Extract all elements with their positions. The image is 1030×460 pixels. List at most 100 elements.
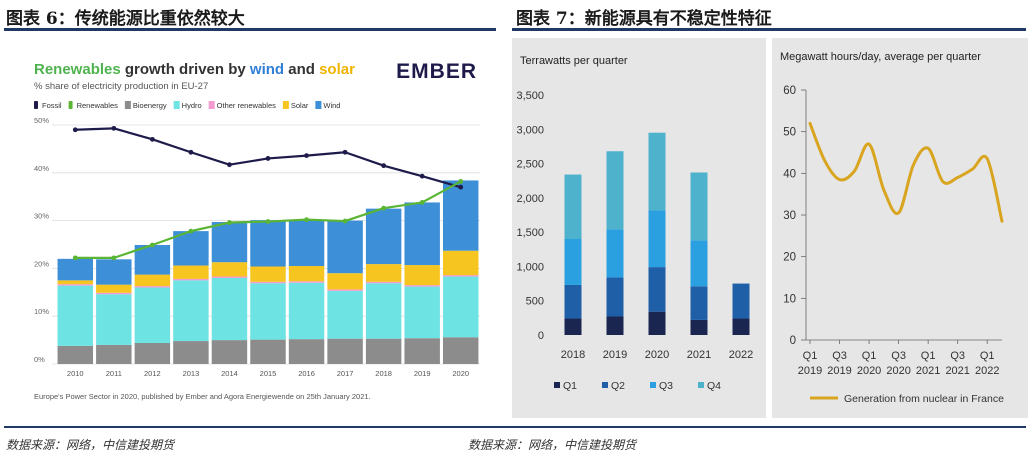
nuclear-x-tick-quarter: Q3 — [832, 350, 847, 362]
legend-label-solar: Solar — [291, 101, 309, 110]
ember-chart-title: Renewables growth driven by wind and sol… — [34, 61, 355, 78]
bar-solar-2017 — [327, 273, 363, 290]
tw-bar-q2-2018 — [564, 284, 582, 319]
terawatt-bars — [564, 132, 750, 335]
ember-y-tick: 20% — [34, 259, 49, 268]
bar-solar-2016 — [288, 266, 325, 282]
bar-other-renewables-2017 — [327, 289, 363, 291]
ember-x-tick-2014: 2014 — [221, 369, 238, 378]
right-source-note: 数据来源：网络，中信建投期货 — [468, 438, 637, 452]
title-part-renewables: Renewables — [34, 61, 121, 78]
legend-label-other-renewables: Other renewables — [217, 101, 276, 110]
nuclear-y-axis: 0 10 20 30 40 50 60 — [783, 85, 1002, 347]
tw-legend-swatch-q2 — [602, 382, 608, 388]
left-figure-title: 图表 6：传统能源比重依然较大 — [6, 9, 245, 29]
ember-x-tick-2017: 2017 — [337, 369, 354, 378]
bar-hydro-2012 — [134, 287, 171, 343]
terawatt-y-tick: 2,500 — [516, 159, 544, 171]
title-rule-right — [512, 28, 1026, 31]
tw-bar-q2-2020 — [648, 267, 666, 312]
tw-legend-label-q1: Q1 — [563, 380, 577, 392]
bar-solar-2015 — [250, 266, 286, 282]
bar-solar-2013 — [173, 265, 209, 279]
bar-bioenergy-2020 — [442, 337, 479, 364]
bar-wind-2011 — [96, 259, 132, 285]
ember-x-axis: 2010 2011 2012 2013 2014 2015 2016 2017 2018 2019… — [67, 369, 469, 378]
nuclear-x-tick-quarter: Q1 — [980, 350, 995, 362]
bar-bioenergy-2011 — [96, 344, 132, 364]
nuclear-x-axis: Q1 2019 Q3 2019 Q1 2020 Q3 2020 Q1 2021 Q3 2021 Q1 20… — [798, 340, 999, 377]
bar-wind-2013 — [173, 231, 209, 266]
bar-other-renewables-2020 — [442, 275, 479, 277]
title-part-and: and — [284, 61, 319, 78]
nuclear-x-tick-quarter: Q3 — [950, 350, 965, 362]
tw-bar-q2-2019 — [606, 277, 624, 317]
tw-bar-q1-2018 — [564, 318, 582, 335]
bar-hydro-2011 — [96, 294, 132, 345]
bar-hydro-2019 — [404, 286, 440, 339]
bar-bioenergy-2013 — [173, 341, 209, 364]
bar-bioenergy-2012 — [134, 342, 171, 364]
ember-lines — [72, 125, 464, 261]
bar-hydro-2014 — [211, 277, 248, 341]
bar-other-renewables-2014 — [211, 276, 248, 278]
point-renewables-2015 — [265, 219, 271, 224]
nuclear-y-tick: 30 — [783, 210, 796, 222]
nuclear-y-tick: 10 — [783, 293, 796, 305]
nuclear-y-tick: 50 — [783, 127, 796, 139]
nuclear-line-group — [808, 121, 1004, 223]
tw-x-tick-2019: 2019 — [603, 349, 627, 361]
terawatt-y-tick: 3,500 — [516, 90, 544, 102]
ember-x-tick-2015: 2015 — [260, 369, 277, 378]
terawatt-chart-panel: Terrawatts per quarter 0 500 1,000 1,500 2,0… — [512, 38, 766, 418]
tw-bar-q1-2022 — [732, 318, 750, 335]
bar-wind-2015 — [250, 220, 286, 267]
tw-bar-q1-2020 — [648, 311, 666, 335]
point-fossil-2018 — [381, 163, 387, 169]
point-fossil-2012 — [149, 136, 155, 142]
nuclear-x-tick-year: 2019 — [827, 365, 851, 377]
ember-y-tick: 50% — [34, 116, 49, 125]
ember-x-tick-2016: 2016 — [298, 369, 315, 378]
legend-label-hydro: Hydro — [182, 101, 202, 110]
bar-other-renewables-2015 — [250, 281, 286, 284]
nuclear-x-tick-year: 2020 — [857, 365, 881, 377]
tw-bar-q4-2018 — [564, 174, 582, 239]
bar-solar-2010 — [57, 280, 94, 285]
point-fossil-2015 — [265, 156, 271, 161]
title-rule-left — [4, 28, 496, 31]
legend-label-renewables: Renewables — [77, 101, 119, 110]
point-fossil-2019 — [419, 173, 425, 179]
bar-hydro-2020 — [442, 276, 479, 338]
terawatt-y-tick: 500 — [526, 296, 544, 308]
tw-bar-q2-2021 — [690, 286, 708, 320]
terawatt-y-tick: 1,000 — [516, 261, 544, 273]
bar-other-renewables-2013 — [173, 278, 209, 281]
bar-solar-2019 — [404, 265, 440, 286]
tw-x-tick-2021: 2021 — [687, 349, 711, 361]
point-renewables-2011 — [111, 255, 117, 261]
legend-swatch-renewables — [68, 101, 73, 109]
point-fossil-2016 — [304, 153, 309, 158]
terawatt-y-axis: 0 500 1,000 1,500 2,000 2,500 3,000 3,500 — [516, 90, 544, 342]
nuclear-x-tick-quarter: Q3 — [891, 350, 906, 362]
legend-label-bioenergy: Bioenergy — [133, 101, 167, 110]
point-fossil-2014 — [227, 162, 232, 168]
point-fossil-2013 — [188, 149, 194, 155]
bar-hydro-2015 — [250, 283, 286, 340]
nuclear-generation-line — [808, 121, 1004, 223]
point-renewables-2017 — [342, 218, 348, 224]
point-renewables-2012 — [149, 242, 155, 248]
bar-bioenergy-2019 — [404, 338, 440, 364]
nuclear-x-tick-year: 2021 — [916, 365, 940, 377]
tw-legend-swatch-q3 — [650, 382, 656, 388]
ember-chart: Renewables growth driven by wind and sol… — [14, 38, 498, 418]
bar-wind-2010 — [57, 258, 94, 281]
tw-bar-q3-2021 — [690, 240, 708, 287]
ember-y-tick: 10% — [34, 307, 49, 316]
legend-swatch-solar — [282, 101, 289, 109]
tw-legend-label-q3: Q3 — [659, 380, 673, 392]
ember-x-tick-2019: 2019 — [414, 369, 431, 378]
tw-bar-q4-2020 — [648, 132, 666, 211]
bar-wind-2019 — [404, 202, 440, 266]
